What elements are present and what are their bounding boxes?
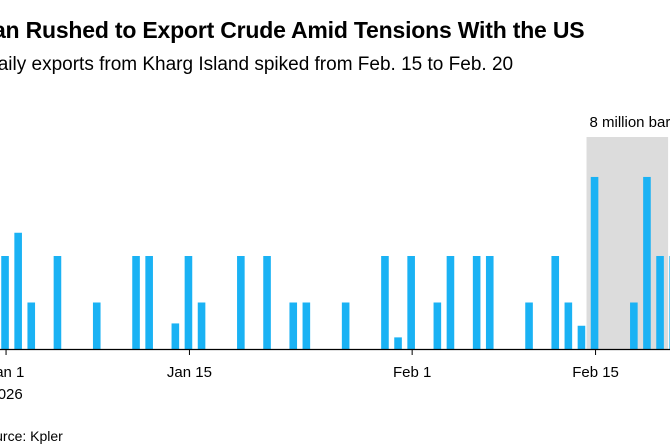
bar	[184, 256, 193, 349]
bar	[643, 176, 651, 349]
source-note: Source: Kpler	[0, 428, 63, 444]
bar	[263, 256, 271, 349]
bar	[237, 256, 245, 349]
bar	[53, 256, 62, 349]
bar	[472, 256, 481, 349]
bar	[145, 256, 153, 349]
bar	[14, 232, 22, 349]
bar	[381, 256, 389, 349]
x-tick-label: Feb 15	[572, 364, 619, 381]
bar	[289, 302, 298, 349]
bar	[27, 302, 36, 349]
bar	[446, 256, 455, 349]
bar	[656, 256, 664, 349]
bar	[302, 302, 311, 349]
bar	[132, 256, 140, 349]
bar	[341, 302, 350, 349]
bar	[525, 302, 533, 349]
bar	[197, 302, 206, 349]
bar	[92, 302, 101, 349]
x-tick-label: Jan 15	[167, 364, 212, 381]
bar	[630, 302, 638, 349]
bar	[394, 337, 402, 349]
highlight-annotation: 8 million barrels	[590, 114, 670, 131]
bar	[564, 302, 573, 349]
chart-title: Iran Rushed to Export Crude Amid Tension…	[0, 17, 585, 43]
x-tick-label: Jan 1	[0, 364, 24, 381]
highlight-band	[586, 137, 669, 349]
bar	[577, 325, 586, 349]
bar	[485, 256, 494, 349]
x-tick-sublabel: 2026	[0, 386, 23, 403]
bar	[171, 323, 180, 349]
bar	[590, 176, 599, 349]
bar	[433, 302, 442, 349]
bar	[1, 256, 9, 349]
chart-subtitle: Daily exports from Kharg Island spiked f…	[0, 54, 514, 75]
bar	[551, 256, 560, 349]
bar	[407, 256, 415, 349]
x-tick-label: Feb 1	[393, 364, 431, 381]
